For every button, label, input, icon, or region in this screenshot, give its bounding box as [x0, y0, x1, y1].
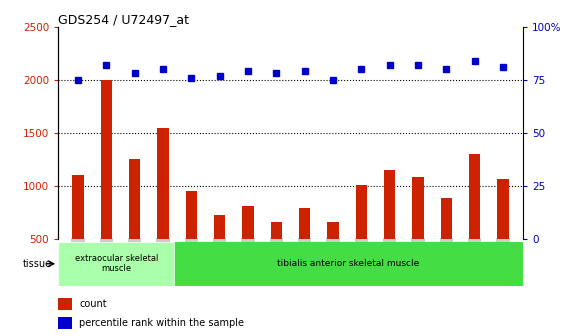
Text: count: count [79, 299, 107, 309]
Bar [299, 208, 310, 291]
Bar [356, 184, 367, 291]
Text: GDS254 / U72497_at: GDS254 / U72497_at [58, 13, 189, 26]
Text: tissue: tissue [23, 259, 52, 269]
Bar [174, 242, 523, 286]
Bar [58, 298, 72, 310]
Bar [58, 317, 72, 329]
Bar [157, 128, 168, 291]
Bar [469, 154, 480, 291]
Text: percentile rank within the sample: percentile rank within the sample [79, 318, 244, 328]
Bar [72, 175, 84, 291]
Text: tibialis anterior skeletal muscle: tibialis anterior skeletal muscle [278, 259, 419, 268]
Bar [413, 177, 424, 291]
Bar [101, 80, 112, 291]
Bar [384, 170, 395, 291]
Bar [242, 206, 254, 291]
Bar [441, 198, 452, 291]
Bar [58, 242, 174, 286]
Bar [271, 222, 282, 291]
Bar [214, 215, 225, 291]
Bar [129, 159, 140, 291]
Bar [186, 191, 197, 291]
Bar [327, 222, 339, 291]
Text: extraocular skeletal
muscle: extraocular skeletal muscle [74, 254, 158, 274]
Bar [497, 179, 509, 291]
